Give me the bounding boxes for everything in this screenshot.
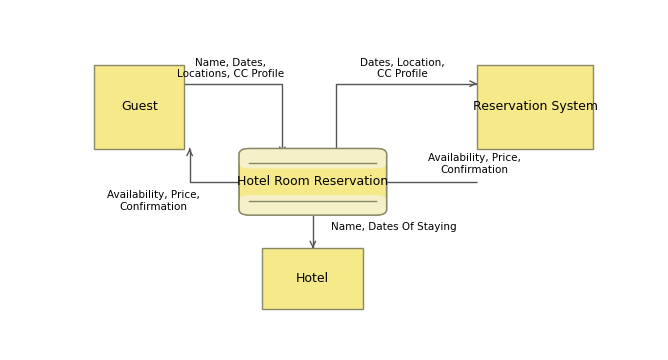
Text: Dates, Location,
CC Profile: Dates, Location, CC Profile (360, 58, 444, 79)
Text: Guest: Guest (121, 100, 158, 113)
Text: Availability, Price,
Confirmation: Availability, Price, Confirmation (107, 190, 200, 212)
FancyBboxPatch shape (94, 66, 184, 149)
FancyBboxPatch shape (262, 248, 363, 309)
FancyBboxPatch shape (239, 195, 387, 215)
FancyBboxPatch shape (239, 149, 387, 168)
FancyBboxPatch shape (477, 66, 593, 149)
Text: Reservation System: Reservation System (473, 100, 598, 113)
Text: Availability, Price,
Confirmation: Availability, Price, Confirmation (428, 153, 521, 175)
Bar (249, 158, 376, 163)
FancyBboxPatch shape (239, 149, 387, 215)
Text: Name, Dates Of Staying: Name, Dates Of Staying (331, 222, 457, 232)
Bar (249, 201, 376, 205)
Text: Hotel Room Reservation: Hotel Room Reservation (237, 175, 388, 188)
Text: Hotel: Hotel (296, 272, 329, 285)
Text: Name, Dates,
Locations, CC Profile: Name, Dates, Locations, CC Profile (177, 58, 284, 79)
